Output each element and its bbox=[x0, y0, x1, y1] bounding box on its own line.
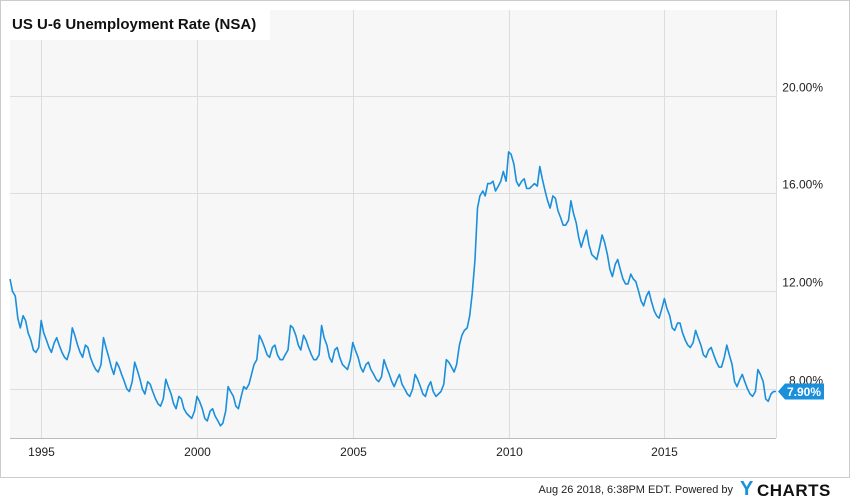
footer-timestamp: Aug 26 2018, 6:38PM EDT. Powered by bbox=[538, 484, 733, 496]
x-tick-label: 1995 bbox=[28, 445, 55, 459]
ycharts-logo[interactable]: Y CHARTS bbox=[740, 478, 840, 500]
logo-y-mark: Y bbox=[740, 478, 754, 500]
y-tick-label: 20.00% bbox=[782, 81, 823, 95]
footer: Aug 26 2018, 6:38PM EDT. Powered by Y CH… bbox=[0, 478, 850, 501]
plot-area bbox=[10, 10, 776, 438]
y-tick-label: 12.00% bbox=[782, 276, 823, 290]
last-value-badge bbox=[778, 383, 824, 400]
x-tick-label: 2000 bbox=[184, 445, 211, 459]
x-tick-label: 2015 bbox=[651, 445, 678, 459]
x-tick-label: 2010 bbox=[496, 445, 523, 459]
x-tick-label: 2005 bbox=[340, 445, 367, 459]
chart-title-box bbox=[9, 10, 270, 40]
chart-title: US U-6 Unemployment Rate (NSA) bbox=[12, 16, 257, 33]
y-tick-label: 16.00% bbox=[782, 178, 823, 192]
series-line bbox=[9, 151, 776, 427]
chart-frame: 8.00% 12.00% 16.00% 20.00% 1995 2000 2005 2010 2… bbox=[0, 0, 850, 478]
chart-svg: 8.00%12.00%16.00%20.00%1995 2000 2005 2010 2… bbox=[0, 0, 850, 478]
last-value-label: 7.90% bbox=[787, 385, 821, 399]
logo-wordmark: CHARTS bbox=[757, 481, 831, 500]
